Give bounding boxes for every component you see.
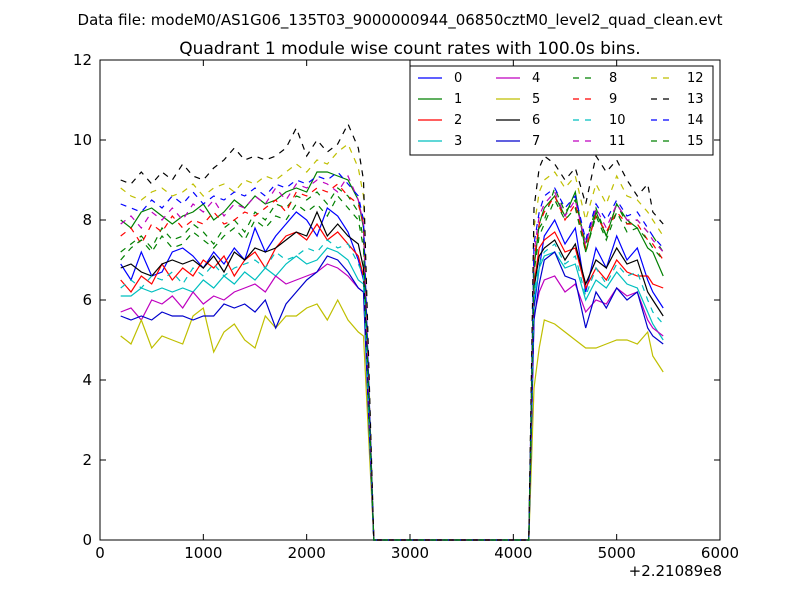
x-tick-label: 6000 (701, 544, 739, 562)
y-tick-label: 0 (82, 531, 92, 549)
x-tick-label: 0 (95, 544, 105, 562)
y-tick-label: 4 (82, 371, 92, 389)
legend-label-12: 12 (687, 71, 704, 86)
legend-label-4: 4 (532, 71, 540, 86)
y-tick-label: 6 (82, 291, 92, 309)
legend-label-6: 6 (532, 113, 540, 128)
series-layer (120, 122, 664, 541)
legend-label-11: 11 (609, 134, 626, 149)
x-tick-label: 1000 (184, 544, 222, 562)
x-tick-label: 4000 (494, 544, 532, 562)
series-line-4 (120, 263, 664, 541)
series-line-8 (120, 186, 664, 541)
chart-title: Quadrant 1 module wise count rates with … (179, 39, 640, 59)
series-line-9 (120, 183, 664, 541)
legend-label-10: 10 (609, 113, 626, 128)
legend-label-9: 9 (609, 92, 617, 107)
x-offset-label: +2.21089e8 (629, 562, 722, 580)
x-tick-label: 2000 (288, 544, 326, 562)
legend-label-0: 0 (454, 71, 462, 86)
series-line-0 (120, 207, 664, 541)
legend-frame (409, 65, 714, 156)
series-line-3 (120, 247, 664, 541)
legend-label-13: 13 (687, 92, 704, 107)
y-tick-label: 10 (73, 131, 92, 149)
legend-label-2: 2 (454, 113, 462, 128)
y-tick-label: 12 (73, 51, 92, 69)
legend-label-7: 7 (532, 134, 540, 149)
legend-label-5: 5 (532, 92, 540, 107)
legend-label-3: 3 (454, 134, 462, 149)
legend-label-14: 14 (687, 113, 704, 128)
y-tick-label: 8 (82, 211, 92, 229)
series-line-15 (120, 194, 664, 541)
series-line-5 (120, 298, 664, 541)
legend-label-8: 8 (609, 71, 617, 86)
x-tick-label: 3000 (391, 544, 429, 562)
series-line-13 (120, 122, 664, 541)
figure-suptitle: Data file: modeM0/AS1G06_135T03_90000009… (78, 11, 723, 30)
x-tick-label: 5000 (598, 544, 636, 562)
legend-label-1: 1 (454, 92, 462, 107)
series-line-11 (120, 174, 664, 541)
legend-label-15: 15 (687, 134, 704, 149)
y-tick-label: 2 (82, 451, 92, 469)
series-line-7 (120, 251, 664, 541)
